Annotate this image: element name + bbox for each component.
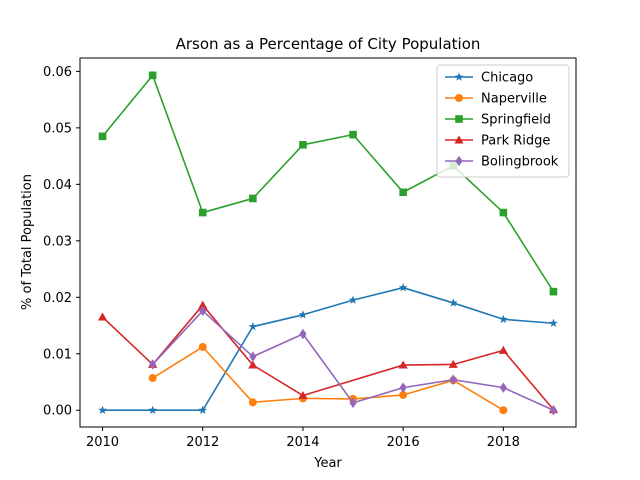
data-point-chicago xyxy=(248,322,258,331)
data-point-chicago xyxy=(549,318,558,327)
data-point-bolingbrook xyxy=(449,374,457,385)
data-point-park-ridge xyxy=(248,360,258,369)
legend-item-park-ridge: Park Ridge xyxy=(445,134,550,149)
legend-label: Springfield xyxy=(481,113,551,128)
data-point-park-ridge xyxy=(97,312,108,321)
y-tick-label: 0.06 xyxy=(43,65,72,80)
legend-item-bolingbrook: Bolingbrook xyxy=(445,155,559,170)
series-line-chicago xyxy=(102,286,554,412)
data-point-naperville xyxy=(148,374,157,383)
series-line-naperville xyxy=(152,346,504,411)
data-point-springfield xyxy=(148,71,157,80)
data-point-chicago xyxy=(398,283,408,292)
data-point-springfield xyxy=(349,130,357,139)
data-point-park-ridge xyxy=(298,390,308,399)
data-point-park-ridge xyxy=(198,300,208,309)
series-chicago xyxy=(98,283,558,414)
legend-marker xyxy=(454,72,464,81)
y-tick-label: 0.01 xyxy=(43,347,72,362)
data-point-bolingbrook xyxy=(199,305,207,317)
legend-label: Bolingbrook xyxy=(481,155,559,170)
data-point-chicago xyxy=(148,405,158,414)
data-point-chicago xyxy=(448,298,458,307)
legend-label: Chicago xyxy=(481,71,533,86)
x-tick-label: 2016 xyxy=(387,435,420,450)
data-point-bolingbrook xyxy=(399,382,407,393)
y-tick-label: 0.05 xyxy=(43,121,72,136)
x-axis: 2010 2012 2014 2016 2018 xyxy=(86,427,520,450)
data-point-bolingbrook xyxy=(349,397,357,409)
y-tick-label: 0.02 xyxy=(43,291,72,306)
x-tick-label: 2012 xyxy=(186,435,219,450)
x-tick-label: 2010 xyxy=(86,435,119,450)
y-tick-label: 0.00 xyxy=(43,404,72,419)
y-tick-label: 0.04 xyxy=(43,178,72,193)
legend-item-naperville: Naperville xyxy=(445,92,547,107)
data-point-park-ridge xyxy=(448,359,458,368)
data-point-springfield xyxy=(549,287,558,296)
data-point-naperville xyxy=(248,398,257,407)
data-point-bolingbrook xyxy=(299,328,307,340)
legend-item-chicago: Chicago xyxy=(445,71,533,86)
x-tick-label: 2014 xyxy=(286,435,319,450)
data-point-springfield xyxy=(249,194,257,203)
data-point-chicago xyxy=(298,310,308,319)
data-point-springfield xyxy=(299,141,307,149)
data-point-springfield xyxy=(499,208,508,217)
plot-frame xyxy=(79,57,577,428)
series-line-springfield xyxy=(101,74,555,293)
x-tick-label: 2018 xyxy=(487,435,520,450)
data-point-springfield xyxy=(399,188,407,197)
y-tick-label: 0.03 xyxy=(43,234,72,249)
data-point-chicago xyxy=(498,314,508,324)
plot-area xyxy=(97,71,559,416)
data-point-naperville xyxy=(198,342,207,351)
legend-item-springfield: Springfield xyxy=(445,113,551,128)
chart-title: Arson as a Percentage of City Population xyxy=(176,35,481,53)
data-point-park-ridge xyxy=(498,345,508,354)
data-point-bolingbrook xyxy=(249,351,257,362)
x-axis-label: Year xyxy=(313,456,342,471)
legend-marker xyxy=(455,155,463,167)
legend-label: Park Ridge xyxy=(481,134,550,149)
data-point-springfield xyxy=(98,132,107,141)
data-point-springfield xyxy=(198,208,207,217)
legend-marker xyxy=(455,94,463,102)
y-axis: 0.00 0.01 0.02 0.03 0.04 0.05 0.06 xyxy=(43,65,80,419)
data-point-park-ridge xyxy=(398,360,408,369)
y-axis-label: % of Total Population xyxy=(20,174,35,310)
data-point-naperville xyxy=(499,406,508,415)
legend-label: Naperville xyxy=(481,92,547,107)
legend: Chicago Naperville Springfield Park Ridge Bo… xyxy=(436,64,570,178)
data-point-chicago xyxy=(98,405,107,414)
data-point-chicago xyxy=(198,405,208,414)
data-point-bolingbrook xyxy=(149,359,157,370)
legend-marker xyxy=(455,115,463,123)
data-point-naperville xyxy=(399,390,408,399)
series-bolingbrook xyxy=(149,305,558,416)
data-point-chicago xyxy=(348,295,358,304)
legend-marker xyxy=(454,135,464,144)
legend-box xyxy=(436,64,570,178)
data-point-bolingbrook xyxy=(499,382,507,393)
data-point-bolingbrook xyxy=(549,405,558,416)
